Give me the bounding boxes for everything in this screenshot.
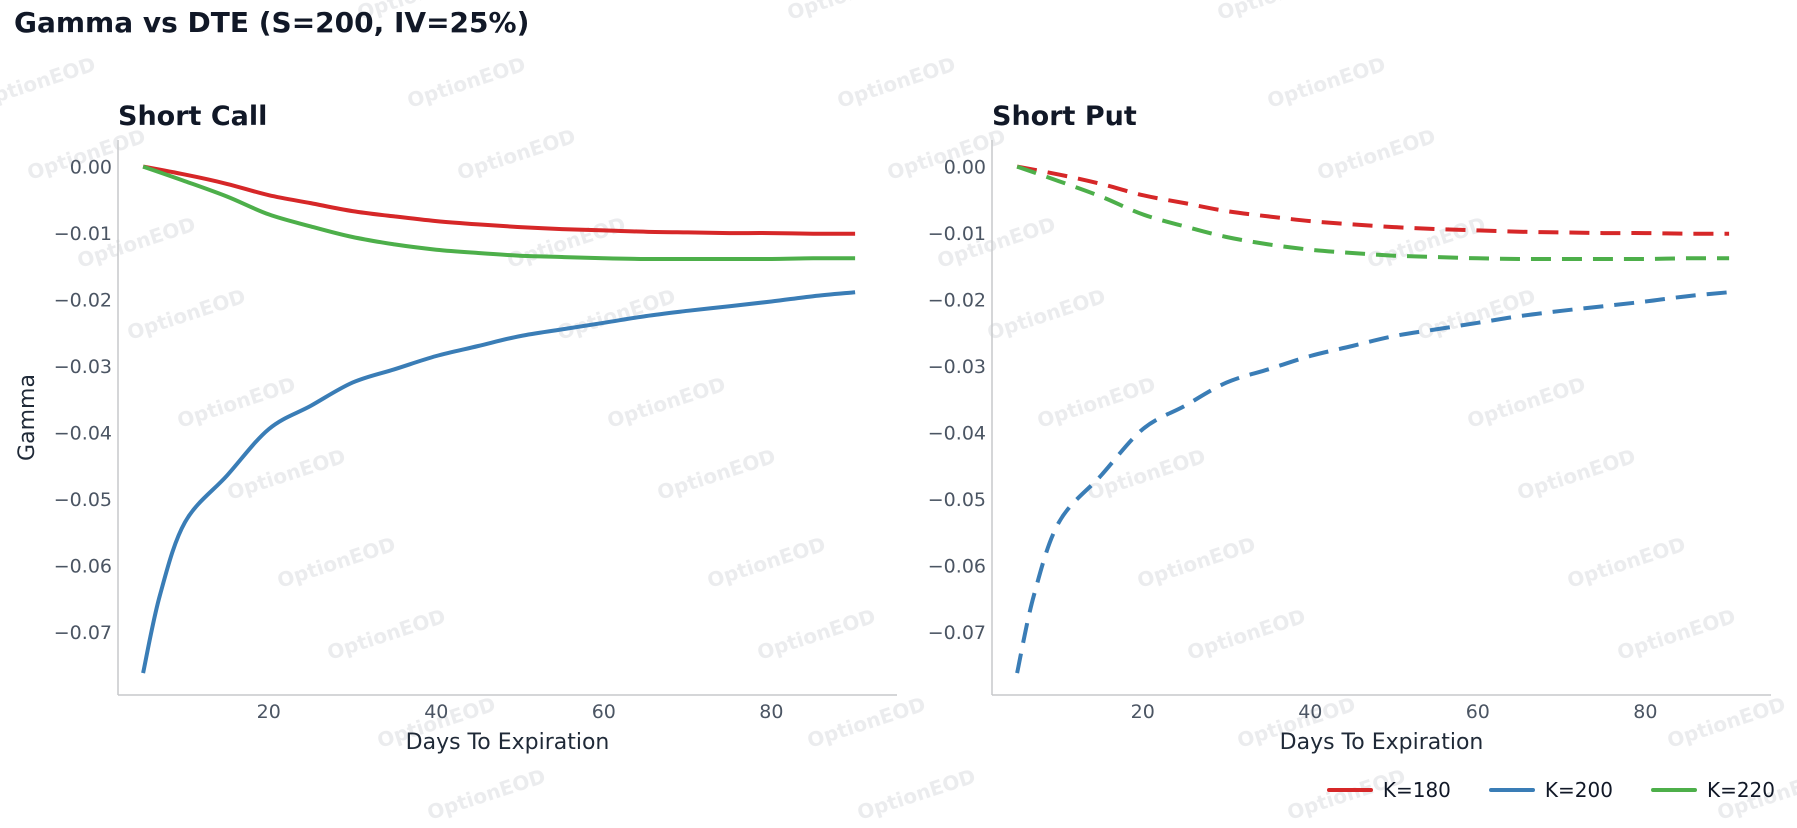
short-call-title: Short Call xyxy=(118,101,267,132)
short-call-xlabel: Days To Expiration xyxy=(406,730,610,755)
short-put-ytick-label: −0.06 xyxy=(928,555,986,577)
short-put-ytick-label: −0.03 xyxy=(928,356,986,378)
legend-item-k220: K=220 xyxy=(1650,778,1775,802)
short-call-xtick-label: 60 xyxy=(592,701,616,723)
short-put-ytick-label: −0.01 xyxy=(928,223,986,245)
short-put-xlabel: Days To Expiration xyxy=(1280,730,1484,755)
short-call-ytick-label: −0.01 xyxy=(54,223,112,245)
legend-swatch-k180 xyxy=(1326,788,1373,792)
short-put-xtick-label: 60 xyxy=(1466,701,1490,723)
short-call-panel: Short Call 0.00 −0.01 −0.02 −0.03 −0.04 −0.05 −… xyxy=(15,101,897,755)
short-put-ytick-label: −0.05 xyxy=(928,489,986,511)
short-put-ytick-label: −0.02 xyxy=(928,290,986,312)
short-put-xtick-label: 40 xyxy=(1298,701,1322,723)
short-call-ytick-label: −0.03 xyxy=(54,356,112,378)
legend: K=180 K=200 K=220 xyxy=(1326,778,1775,802)
short-put-series-k220 xyxy=(1016,164,1730,262)
short-call-ytick-label: −0.04 xyxy=(54,422,112,444)
short-put-ytick-label: 0.00 xyxy=(944,157,986,179)
short-put-title: Short Put xyxy=(992,101,1137,132)
short-call-ytick-label: −0.05 xyxy=(54,489,112,511)
short-put-ytick-label: −0.04 xyxy=(928,422,986,444)
short-call-ytick-label: 0.00 xyxy=(70,157,112,179)
short-put-panel: Short Put 0.00 −0.01 −0.02 −0.03 −0.04 −0.05 −0… xyxy=(928,101,1771,755)
short-call-series-k180 xyxy=(142,164,856,236)
short-put-xtick-label: 20 xyxy=(1131,701,1155,723)
legend-item-k200: K=200 xyxy=(1488,778,1613,802)
short-call-ytick-label: −0.06 xyxy=(54,555,112,577)
short-call-ylabel: Gamma xyxy=(15,374,40,461)
short-call-xtick-label: 20 xyxy=(257,701,281,723)
short-put-series-k180 xyxy=(1016,164,1730,236)
short-call-xtick-label: 80 xyxy=(759,701,783,723)
short-call-series-k200 xyxy=(141,290,856,674)
short-call-ytick-label: −0.02 xyxy=(54,290,112,312)
legend-item-k180: K=180 xyxy=(1326,778,1451,802)
short-put-series-k200 xyxy=(1015,290,1730,674)
figure-title: Gamma vs DTE (S=200, IV=25%) xyxy=(14,6,530,39)
legend-label-k220: K=220 xyxy=(1706,778,1775,802)
short-put-ytick-label: −0.07 xyxy=(928,622,986,644)
short-call-ytick-label: −0.07 xyxy=(54,622,112,644)
short-put-xtick-label: 80 xyxy=(1633,701,1657,723)
short-call-xtick-label: 40 xyxy=(424,701,448,723)
legend-label-k180: K=180 xyxy=(1382,778,1451,802)
legend-swatch-k200 xyxy=(1488,788,1535,792)
legend-label-k200: K=200 xyxy=(1544,778,1613,802)
short-call-series-k220 xyxy=(142,164,856,262)
legend-swatch-k220 xyxy=(1650,788,1697,792)
